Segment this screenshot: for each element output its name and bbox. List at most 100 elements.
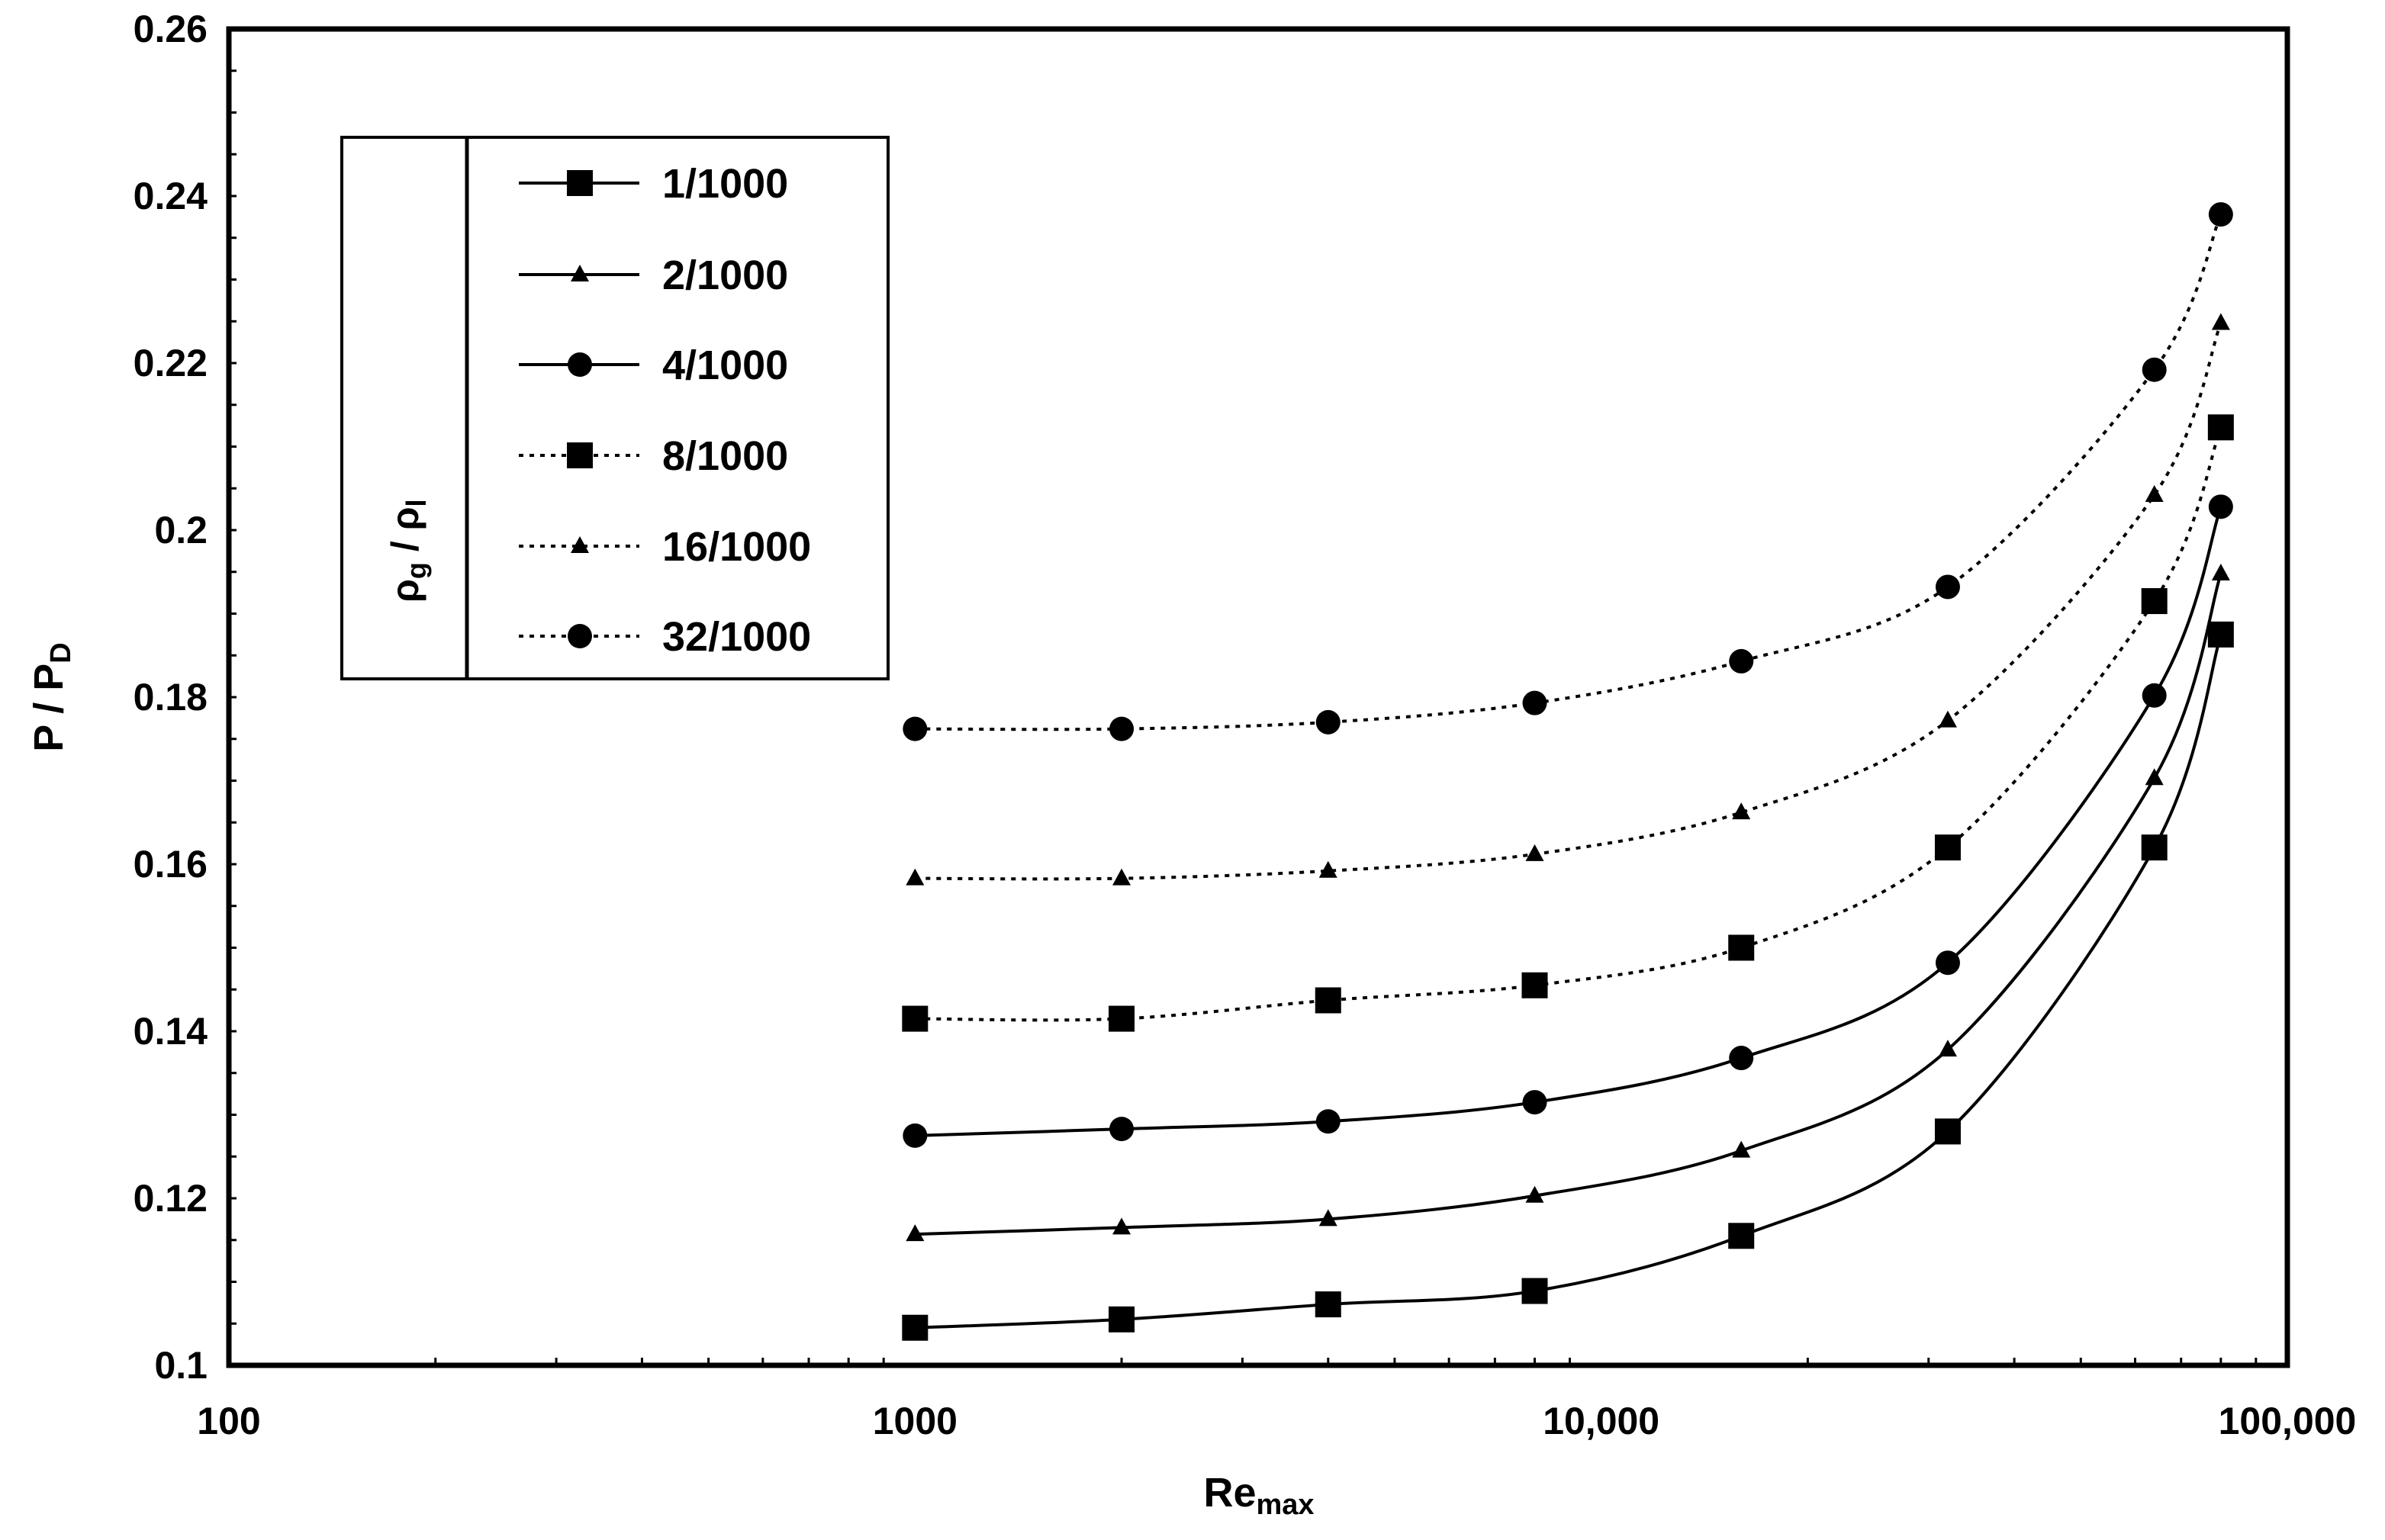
data-point [2142,683,2167,708]
series-32-1000 [903,202,2233,741]
y-axis-title-main: P / P [26,664,72,752]
data-point [902,1314,929,1341]
data-point [1728,934,1755,961]
legend-marker [568,352,592,377]
data-point [2208,494,2233,519]
series-1-1000 [902,621,2234,1341]
data-point [1315,1109,1341,1134]
data-point [903,716,928,741]
data-point [1522,690,1547,715]
data-point [1318,860,1337,878]
legend-marker [567,442,593,468]
legend-marker [571,265,589,281]
x-tick-label: 100,000 [2219,1400,2357,1442]
x-tick-label: 1000 [873,1400,958,1442]
legend-label: 2/1000 [662,252,788,298]
x-axis-title-main: Re [1203,1470,1256,1516]
data-point [2141,588,2168,615]
data-point [2142,357,2167,382]
data-point [1729,648,1754,674]
y-axis-title-sub: D [45,642,77,663]
legend-label: 8/1000 [662,433,788,479]
series-line [915,214,2222,731]
x-tick-label: 10,000 [1543,1400,1659,1442]
legend-label: 16/1000 [662,524,811,570]
y-tick-label: 0.16 [134,843,208,886]
y-axis-title: P / PD [26,642,77,752]
series-8-1000 [902,414,2234,1032]
y-tick-labels: 0.1 0.12 0.14 0.16 0.18 0.2 0.22 0.24 0.26 [134,8,208,1387]
legend-entry: 1/1000 [519,161,788,207]
data-point [1112,1217,1131,1235]
data-point [2145,768,2164,786]
data-point [906,1224,925,1242]
data-point [1938,1040,1957,1057]
data-point [1109,716,1135,741]
data-point [1934,1118,1961,1145]
data-point [1109,1117,1135,1142]
data-point [2211,563,2230,580]
series-16-1000 [906,313,2230,886]
legend-label: 1/1000 [662,161,788,207]
y-tick-label: 0.24 [134,175,208,217]
legend-entry: 8/1000 [519,433,788,479]
data-point [1732,802,1751,820]
data-point [1525,1185,1544,1203]
data-point [1729,1046,1754,1071]
data-point [2207,414,2234,441]
data-point [1112,868,1131,886]
legend-entry: 16/1000 [519,524,811,570]
series-line [915,506,2222,1137]
legend-entry: 32/1000 [519,614,811,660]
series-line [915,573,2222,1236]
x-axis-title: Remax [1203,1470,1314,1521]
y-tick-label: 0.18 [134,676,208,719]
data-point [2207,621,2234,648]
data-point [1935,950,1960,976]
data-point [2141,834,2168,861]
legend: ρg / ρl 1/1000 2/1000 4/1000 8/1000 16/1000 3… [340,136,890,680]
legend-title-rho-l: / ρ [384,506,426,562]
data-point [1938,710,1957,728]
legend-title: ρg / ρl [384,499,432,603]
y-tick-label: 0.14 [134,1010,208,1053]
data-point [906,868,925,886]
legend-marker [571,536,589,553]
legend-entry: 4/1000 [519,342,788,388]
x-tick-labels: 100 1000 10,000 100,000 [197,1400,2356,1442]
data-point [1934,834,1961,861]
y-tick-label: 0.2 [154,509,208,551]
legend-marker [568,624,592,648]
data-point [903,1123,928,1148]
data-point [1522,1090,1547,1115]
data-point [1315,709,1341,735]
data-point [1935,574,1960,600]
data-point [1732,1140,1751,1158]
data-point [1315,1291,1341,1318]
series-2-1000 [906,563,2230,1242]
legend-box [340,136,890,680]
data-point [1525,844,1544,861]
data-point [1521,972,1548,998]
data-point [2208,202,2233,227]
legend-marker [567,170,593,196]
data-point [1318,1209,1337,1227]
data-point [1728,1223,1755,1249]
series-4-1000 [903,494,2233,1148]
series-line [915,322,2222,881]
data-point [2211,313,2230,330]
data-point [2145,485,2164,503]
data-point [902,1005,929,1032]
y-tick-label: 0.26 [134,8,208,50]
data-point [1521,1278,1548,1304]
legend-label: 4/1000 [662,342,788,388]
legend-title-sub-l: l [401,499,432,506]
legend-label: 32/1000 [662,614,811,660]
data-point [1109,1306,1135,1333]
legend-entry: 2/1000 [519,252,788,298]
x-axis-title-sub: max [1256,1489,1314,1521]
series-group [902,202,2234,1341]
data-point [1109,1005,1135,1032]
y-tick-label: 0.12 [134,1177,208,1220]
